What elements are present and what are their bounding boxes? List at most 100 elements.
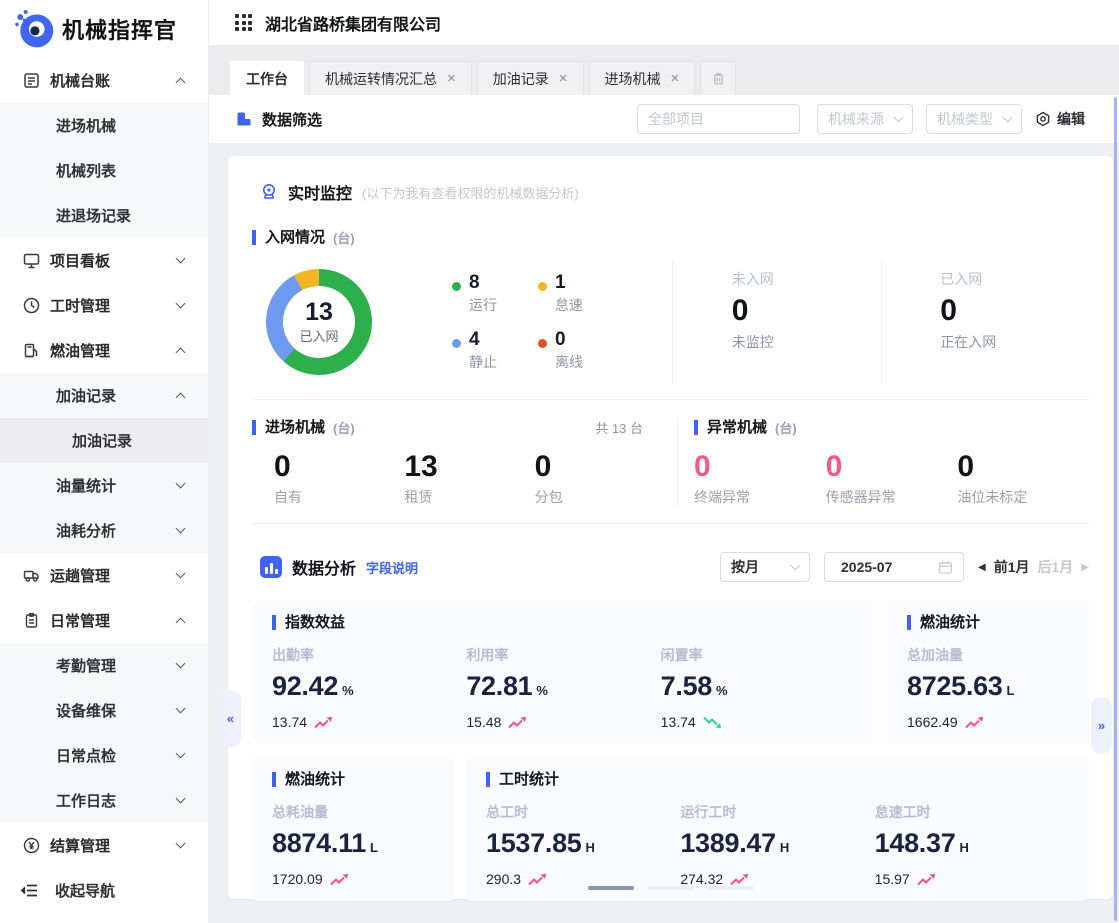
period-select[interactable]: 按月 <box>720 552 810 582</box>
sidebar-item-label: 机械台账 <box>50 73 111 90</box>
clock-icon <box>22 297 40 315</box>
field-description-link[interactable]: 字段说明 <box>366 560 419 576</box>
tab-entered-machines[interactable]: 进场机械 × <box>588 61 696 95</box>
scroll-left-button[interactable]: « <box>220 690 241 747</box>
sidebar-item-label: 结算管理 <box>50 838 111 855</box>
realtime-header: 实时监控 (以下为我有查看权限的机械数据分析) <box>260 180 1089 204</box>
brand-header[interactable]: 机械指挥官 <box>0 0 208 58</box>
legend-dot-yellow <box>538 281 547 291</box>
legend-item-idle: 1 怠速 <box>538 273 624 315</box>
chevron-down-icon <box>175 523 186 534</box>
sidebar-item-fuel-consumption-analysis[interactable]: 油耗分析 <box>0 508 208 553</box>
tab-workbench[interactable]: 工作台 <box>230 61 304 95</box>
chevron-up-icon <box>175 392 186 403</box>
prev-month-caret-icon[interactable]: ◀ <box>978 561 986 573</box>
sidebar-item-machine-list[interactable]: 机械列表 <box>0 148 208 193</box>
month-nav: ◀ 前1月 后1月 ▶ <box>978 557 1089 577</box>
prev-month-button[interactable]: 前1月 <box>993 559 1030 575</box>
sidebar-item-work-hours[interactable]: 工时管理 <box>0 283 208 328</box>
scroll-right-button[interactable]: » <box>1091 697 1112 754</box>
metric-unit: H <box>959 840 969 855</box>
sidebar-item-attendance[interactable]: 考勤管理 <box>0 643 208 688</box>
sidebar-item-project-board[interactable]: 项目看板 <box>0 238 208 283</box>
sidebar-item-fuel-management[interactable]: 燃油管理 <box>0 328 208 373</box>
network-donut-block: 13 已入网 8 运行 <box>252 261 672 383</box>
sidebar-item-inout-records[interactable]: 进退场记录 <box>0 193 208 238</box>
stat-subcontract: 0 分包 <box>513 451 643 507</box>
chevron-up-icon <box>175 347 186 358</box>
tab-machine-operation-summary[interactable]: 机械运转情况汇总 × <box>309 61 472 95</box>
sidebar-item-refuel-records[interactable]: 加油记录 <box>0 418 208 463</box>
trend-up-icon <box>916 873 936 886</box>
project-search-input[interactable] <box>637 104 800 134</box>
analysis-cards-row-1: 指数效益 出勤率 92.42% 13.74 利用率 72.81% 15.48 <box>252 600 1089 744</box>
metric-attendance-rate: 出勤率 92.42% 13.74 <box>272 645 466 730</box>
sidebar-item-refuel-records-group[interactable]: 加油记录 <box>0 373 208 418</box>
realtime-subtitle: (以下为我有查看权限的机械数据分析) <box>362 185 579 201</box>
pagination-bar-1[interactable] <box>587 886 634 890</box>
metric-idle-rate: 闲置率 7.58% 13.74 <box>661 645 855 730</box>
machine-type-select[interactable]: 机械类型 <box>926 104 1022 134</box>
sidebar-item-entered-machines[interactable]: 进场机械 <box>0 103 208 148</box>
trend-up-icon <box>508 716 527 729</box>
card-fuel-stats-refuel: 燃油统计 总加油量 8725.63 L 1662.49 <box>887 600 1089 744</box>
pagination-bar-3[interactable] <box>707 886 754 890</box>
sidebar-item-oil-volume-stats[interactable]: 油量统计 <box>0 463 208 508</box>
stat-label: 传感器异常 <box>825 489 896 505</box>
tab-bar: 工作台 机械运转情况汇总 × 加油记录 × 进场机械 × <box>209 45 1119 95</box>
tab-actions-button[interactable] <box>700 61 737 95</box>
metric-total-hours: 总工时 1537.85 H 290.3 <box>486 802 680 887</box>
network-row: 13 已入网 8 运行 <box>252 261 1089 383</box>
entered-total: 共 13 台 <box>595 421 643 436</box>
filter-icon <box>235 110 253 128</box>
collapse-nav-icon <box>20 883 39 898</box>
legend-item-running: 8 运行 <box>452 273 538 315</box>
close-icon[interactable]: × <box>558 70 568 87</box>
metric-unit: % <box>716 683 728 698</box>
sidebar-item-label: 加油记录 <box>56 388 117 405</box>
pagination-bar-2[interactable] <box>647 886 694 890</box>
machine-source-select[interactable]: 机械来源 <box>817 104 913 134</box>
sidebar-item-daily-management[interactable]: 日常管理 <box>0 598 208 643</box>
app-grid-icon[interactable] <box>235 14 252 31</box>
chevron-up-icon <box>175 617 186 628</box>
close-icon[interactable]: × <box>670 70 680 87</box>
realtime-title: 实时监控 <box>288 186 353 203</box>
network-donut-center: 13 已入网 <box>283 286 355 358</box>
sidebar-item-machine-ledger[interactable]: 机械台账 <box>0 58 208 103</box>
top-header: 湖北省路桥集团有限公司 <box>209 0 1119 45</box>
clipboard-icon <box>22 612 40 630</box>
calendar-icon <box>938 560 953 575</box>
sidebar-item-daily-inspection[interactable]: 日常点检 <box>0 733 208 778</box>
metric-unit: H <box>585 840 595 855</box>
collapse-nav-button[interactable]: 收起导航 <box>0 868 208 913</box>
edit-button[interactable]: 编辑 <box>1035 109 1085 129</box>
metric-value: 1389.47 <box>680 828 776 858</box>
sidebar-item-trip-management[interactable]: 运趟管理 <box>0 553 208 598</box>
stat-value: 13 <box>404 450 438 483</box>
tab-refuel-records[interactable]: 加油记录 × <box>476 61 584 95</box>
stat-label: 自有 <box>274 489 302 505</box>
sidebar-item-label: 燃油管理 <box>50 343 111 360</box>
sidebar-item-settlement[interactable]: 结算管理 <box>0 823 208 868</box>
metric-delta: 13.74 <box>660 714 696 730</box>
trend-up-icon <box>730 873 749 886</box>
card-title: 指数效益 <box>272 615 345 630</box>
sidebar-item-equipment-maintenance[interactable]: 设备维保 <box>0 688 208 733</box>
analysis-cards-row-2: 燃油统计 总耗油量 8874.11 L 1720.09 工时统计 <box>252 757 1089 901</box>
close-icon[interactable]: × <box>447 70 456 87</box>
metric-label: 总工时 <box>486 804 528 820</box>
edit-button-label: 编辑 <box>1057 111 1085 127</box>
metric-value: 72.81 <box>466 671 533 701</box>
chevron-down-icon <box>893 112 904 122</box>
abnormal-section-title: 异常机械 <box>694 420 767 435</box>
abnormal-section-unit: (台) <box>775 421 797 436</box>
date-picker[interactable]: 2025-07 <box>824 552 964 582</box>
analysis-title: 数据分析 <box>292 561 357 578</box>
vertical-scrollbar[interactable] <box>1114 97 1117 921</box>
sidebar-item-label: 进场机械 <box>56 118 117 135</box>
sidebar-item-work-log[interactable]: 工作日志 <box>0 778 208 823</box>
next-month-caret-icon[interactable]: ▶ <box>1081 561 1089 573</box>
next-month-button[interactable]: 后1月 <box>1037 559 1074 575</box>
